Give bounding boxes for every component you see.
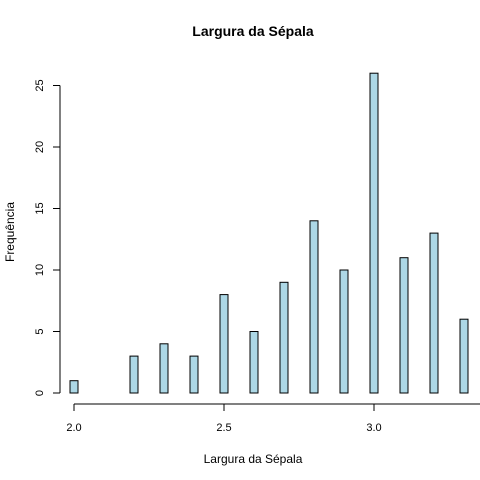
histogram-bar xyxy=(129,355,139,394)
y-axis: 0 5 10 15 20 25 xyxy=(34,79,61,396)
histogram-bar xyxy=(399,257,409,394)
histogram-bar xyxy=(219,294,229,394)
y-tick-label: 10 xyxy=(34,264,46,276)
histogram-bar xyxy=(459,318,469,394)
chart-title: Largura da Sépala xyxy=(192,23,314,39)
histogram-bar xyxy=(339,269,349,394)
histogram-bar xyxy=(159,343,169,394)
x-axis-label: Largura da Sépala xyxy=(204,452,303,466)
y-tick-label: 20 xyxy=(34,141,46,153)
y-tick-label: 25 xyxy=(34,79,46,91)
x-tick-label: 3.0 xyxy=(366,422,381,434)
y-tick-label: 5 xyxy=(34,328,46,334)
histogram-bar xyxy=(369,72,379,394)
histogram-bar xyxy=(279,281,289,394)
y-tick-label: 0 xyxy=(34,390,46,396)
histogram-bar xyxy=(69,380,79,394)
y-axis-label: Frequência xyxy=(3,202,17,262)
histogram-bar xyxy=(309,220,319,394)
x-tick-label: 2.5 xyxy=(216,422,231,434)
bar-group xyxy=(69,72,469,394)
y-tick-label: 15 xyxy=(34,202,46,214)
histogram-bar xyxy=(429,232,439,394)
histogram-bar xyxy=(189,355,199,394)
x-tick-label: 2.0 xyxy=(66,422,81,434)
x-axis: 2.02.53.03.54.0 xyxy=(66,403,480,434)
histogram-bar xyxy=(249,331,259,394)
